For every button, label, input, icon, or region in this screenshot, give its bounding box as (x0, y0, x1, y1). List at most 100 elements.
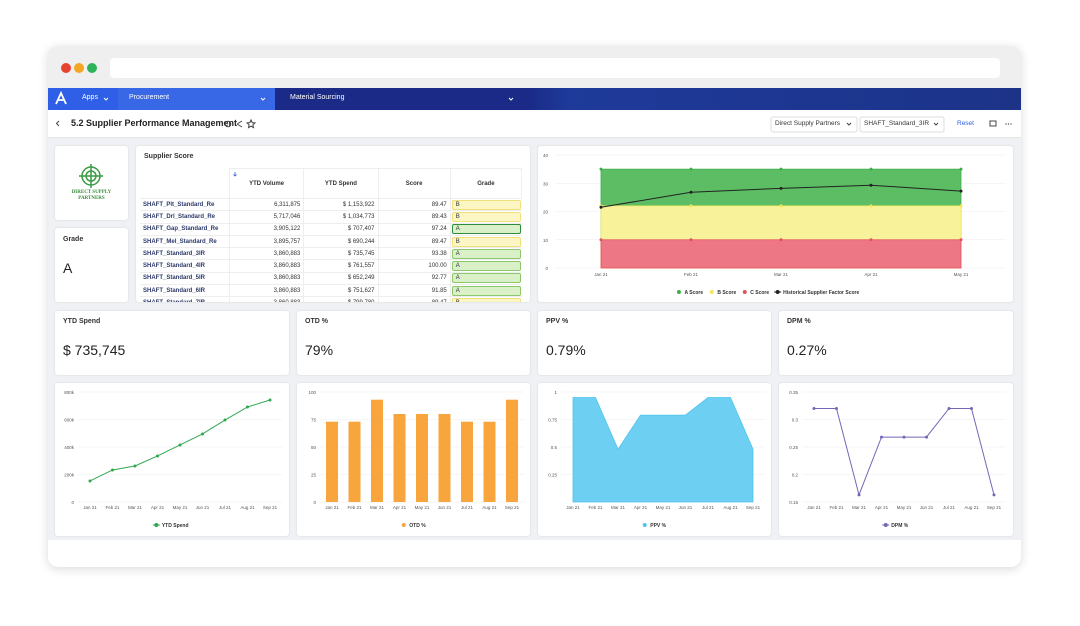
y-tick-label: 40 (543, 153, 549, 158)
marker (925, 435, 928, 439)
marker (959, 204, 963, 208)
table-row: SHAFT_Standard_5IR 3,860,883 $ 652,249 92.7… (140, 272, 522, 286)
legend-swatch (742, 290, 747, 294)
page-title: 5.2 Supplier Performance Management (71, 118, 238, 128)
marker (88, 479, 92, 483)
table-cell: $ 761,557 (303, 259, 379, 273)
table-cell: 89.47 (378, 198, 451, 212)
kpi-card (538, 311, 771, 375)
bar (416, 414, 428, 502)
column-header: Score (378, 168, 451, 199)
table-wrap: YTD Volume YTD Spend Score Grade SHAFT_Plt_S… (140, 168, 522, 302)
grade-cell: B (450, 210, 522, 224)
star-icon[interactable] (245, 118, 257, 129)
table-cell: 3,860,883 (229, 259, 305, 273)
x-tick-label: May 21 (173, 505, 188, 510)
table-cell: 97.24 (378, 223, 451, 236)
x-tick-label: Mar 21 (370, 505, 385, 510)
marker (779, 238, 783, 242)
legend-swatch (401, 523, 406, 527)
grade-badge: A (451, 273, 521, 284)
table-header-row: YTD Volume YTD Spend Score Grade (140, 168, 522, 199)
nav-material-sourcing[interactable]: Material Sourcing (290, 94, 345, 101)
y-tick-label: 400k (64, 445, 75, 450)
x-tick-label: Jul 21 (461, 505, 474, 510)
close-dot[interactable] (61, 63, 71, 73)
grade-cell: A (450, 247, 522, 261)
x-tick-label: May 21 (415, 505, 430, 510)
marker (223, 418, 227, 422)
kpi-value: 79% (305, 342, 334, 358)
x-tick-label: Aug 21 (240, 505, 255, 510)
y-tick-label: 0.25 (548, 473, 557, 478)
chart: 0 200k 400k 600k 800k Jan 21 Feb 21 Mar 21 Apr 2… (64, 390, 282, 529)
x-tick-label: Apr 21 (151, 505, 165, 510)
app-logo[interactable] (55, 90, 67, 105)
legend-swatch (154, 523, 159, 527)
x-tick-label: Apr 21 (875, 505, 889, 510)
more-icon[interactable] (1005, 123, 1012, 125)
x-tick-label: Jun 21 (438, 505, 452, 510)
marker (857, 493, 861, 497)
kpi-card (297, 311, 530, 375)
y-tick-label: 10 (543, 238, 549, 243)
table-cell: $ 652,249 (303, 272, 379, 286)
marker (992, 493, 996, 497)
back-button[interactable] (55, 120, 60, 127)
y-tick-label: 0.25 (789, 445, 798, 450)
filter-part[interactable]: SHAFT_Standard_3IR (864, 120, 930, 127)
supplier-table: YTD Volume YTD Spend Score Grade SHAFT_Plt_S… (140, 168, 522, 302)
header-bar (48, 110, 1021, 138)
table-cell: $ 799,780 (303, 296, 379, 302)
table-cell: 89.47 (378, 296, 451, 302)
grade-badge: A (451, 261, 521, 272)
x-tick-label: Sep 21 (505, 505, 520, 510)
filter-supplier[interactable]: Direct Supply Partners (775, 120, 841, 127)
x-tick-label: Sep 21 (987, 505, 1002, 510)
bar (461, 421, 473, 502)
grade-badge: A (451, 224, 521, 235)
marker (201, 432, 204, 436)
supplier-name: SHAFT_Standard_5IR (140, 272, 230, 286)
legend-label: B Score (717, 290, 736, 296)
column-header: YTD Volume (229, 168, 305, 199)
marker (156, 454, 159, 458)
nav-procurement[interactable]: Procurement (129, 94, 170, 101)
table-row: SHAFT_Gap_Standard_Re 3,905,122 $ 707,407 9… (140, 223, 522, 236)
legend-label: OTD % (409, 523, 426, 529)
x-tick-label: May 21 (656, 505, 671, 510)
bar (393, 414, 406, 502)
x-tick-label: Jun 21 (679, 505, 693, 510)
marker (599, 205, 603, 209)
reset-button[interactable]: Reset (957, 120, 974, 127)
refresh-icon[interactable] (224, 120, 232, 128)
share-icon[interactable] (236, 120, 243, 128)
table-cell: 91.85 (378, 284, 451, 298)
nav-apps[interactable]: Apps (82, 94, 98, 101)
marker (959, 189, 963, 193)
url-bar[interactable] (110, 58, 1000, 78)
y-tick-label: 0.35 (789, 390, 798, 395)
table-cell: 3,860,883 (229, 284, 305, 298)
grade-badge: B (451, 211, 521, 222)
maximize-dot[interactable] (87, 63, 97, 73)
grade-cell: B (450, 235, 522, 249)
sort-icon[interactable] (233, 172, 237, 177)
x-tick-label: Jun 21 (920, 505, 934, 510)
minimize-dot[interactable] (74, 63, 84, 73)
filter-box[interactable] (770, 116, 858, 133)
grade-badge: B (451, 236, 521, 247)
legend-swatch (775, 290, 780, 294)
kpi-card (55, 311, 289, 375)
filter-box[interactable] (859, 116, 945, 133)
kpi-label: YTD Spend (63, 318, 101, 325)
comment-icon[interactable] (989, 120, 997, 127)
y-tick-label: 0 (545, 266, 548, 271)
x-tick-label: May 21 (954, 272, 969, 277)
x-tick-label: Aug 21 (482, 505, 497, 510)
table-row: SHAFT_Standard_6IR 3,860,883 $ 751,627 91.8… (140, 284, 522, 298)
table-row: SHAFT_Drl_Standard_Re 5,717,046 $ 1,034,77… (140, 210, 522, 224)
y-tick-label: 1 (554, 390, 557, 395)
table-cell: 3,895,757 (229, 235, 305, 249)
area (572, 397, 754, 503)
